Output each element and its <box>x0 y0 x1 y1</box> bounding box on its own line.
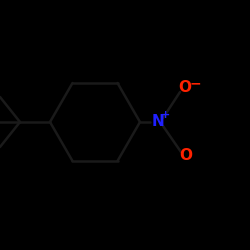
Text: N: N <box>152 114 164 130</box>
Text: O: O <box>180 148 192 164</box>
Text: −: − <box>189 76 201 90</box>
Text: O: O <box>178 80 192 96</box>
Text: +: + <box>160 110 170 120</box>
